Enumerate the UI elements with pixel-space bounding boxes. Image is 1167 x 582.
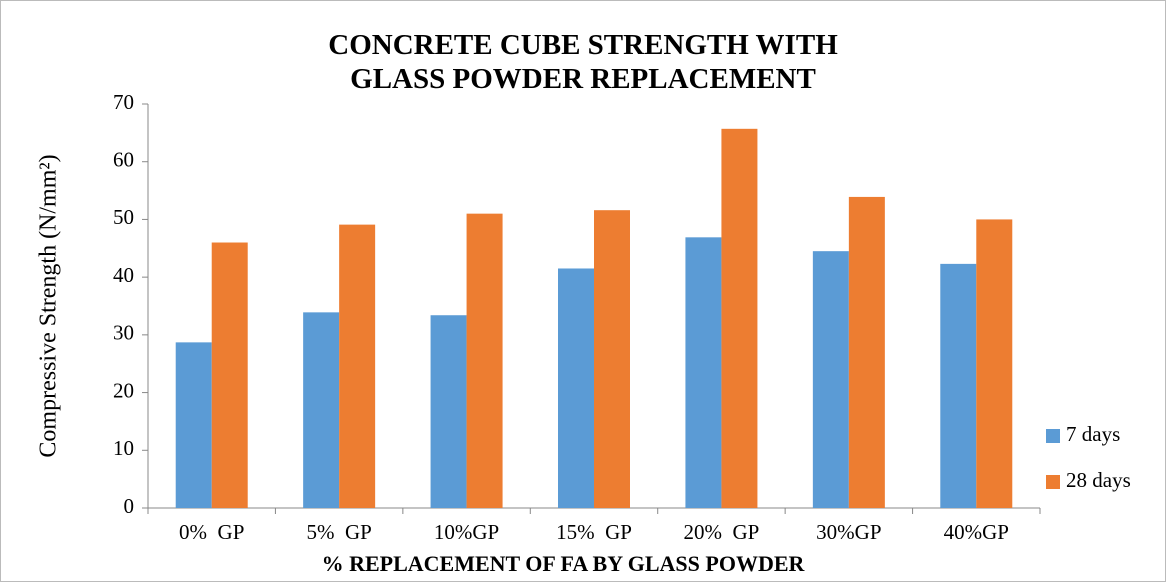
legend-swatch — [1046, 429, 1060, 443]
y-tick-label: 70 — [113, 90, 134, 114]
bar — [594, 210, 630, 509]
bar — [685, 237, 722, 508]
bar — [558, 268, 594, 508]
x-tick-label: 10%GP — [434, 520, 499, 544]
legend-label: 28 days — [1066, 468, 1131, 492]
y-tick-label: 10 — [113, 436, 134, 460]
bar — [848, 196, 885, 509]
x-axis-label: % REPLACEMENT OF FA BY GLASS POWDER — [322, 551, 806, 576]
bar — [721, 128, 758, 508]
y-axis-label: Compressive Strength (N/mm²) — [36, 154, 62, 457]
bar — [812, 251, 849, 508]
y-tick-label: 30 — [113, 321, 134, 345]
bar — [211, 242, 248, 508]
legend-swatch — [1046, 475, 1060, 489]
y-tick-label: 0 — [124, 494, 135, 518]
x-tick-label: 5% GP — [306, 520, 371, 544]
y-tick-label: 60 — [113, 148, 134, 172]
y-tick-label: 40 — [113, 263, 134, 287]
bar — [430, 315, 467, 508]
x-tick-label: 0% GP — [179, 520, 244, 544]
x-tick-label: 15% GP — [556, 520, 632, 544]
bar — [466, 213, 503, 508]
bar — [940, 263, 977, 508]
legend-label: 7 days — [1066, 422, 1120, 446]
bar — [175, 342, 212, 508]
bar — [976, 219, 1013, 508]
y-tick-label: 50 — [113, 205, 134, 229]
bar — [303, 312, 340, 508]
x-tick-label: 30%GP — [816, 520, 881, 544]
x-tick-label: 40%GP — [944, 520, 1009, 544]
x-tick-label: 20% GP — [684, 520, 760, 544]
y-tick-label: 20 — [113, 378, 134, 402]
bar — [339, 224, 376, 508]
chart-title: CONCRETE CUBE STRENGTH WITH GLASS POWDER… — [328, 29, 838, 95]
